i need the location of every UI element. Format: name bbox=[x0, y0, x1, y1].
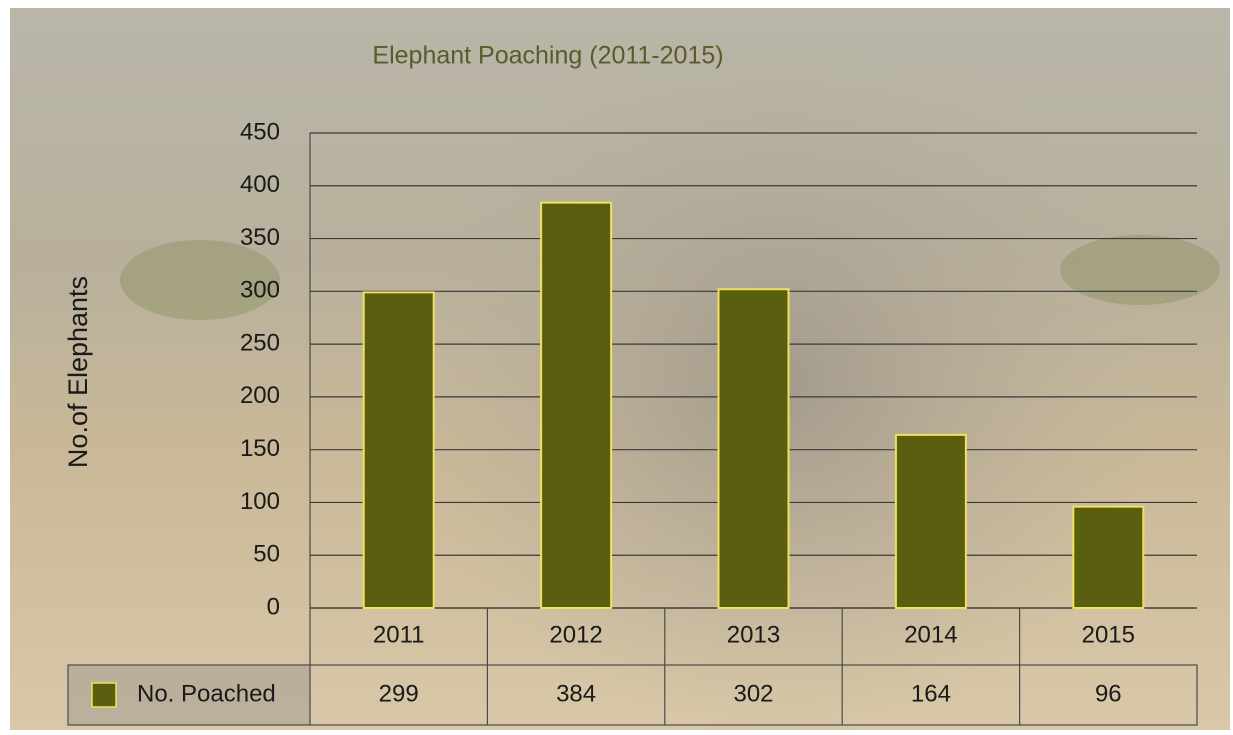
y-tick-label: 50 bbox=[253, 541, 280, 568]
y-tick-label: 0 bbox=[267, 593, 280, 620]
x-tick-label: 2013 bbox=[727, 621, 780, 648]
bar bbox=[540, 201, 613, 610]
bar bbox=[362, 291, 435, 609]
y-tick-label: 100 bbox=[240, 488, 280, 515]
y-tick-label: 200 bbox=[240, 382, 280, 409]
legend-swatch bbox=[91, 682, 117, 708]
bar bbox=[894, 433, 967, 609]
table-value: 299 bbox=[379, 680, 419, 707]
y-tick-label: 400 bbox=[240, 171, 280, 198]
y-tick-label: 450 bbox=[240, 118, 280, 145]
x-tick-label: 2015 bbox=[1082, 621, 1135, 648]
legend-label: No. Poached bbox=[137, 680, 276, 707]
y-tick-label: 300 bbox=[240, 277, 280, 304]
chart-title: Elephant Poaching (2011-2015) bbox=[372, 42, 723, 70]
bar bbox=[717, 288, 790, 609]
table-value: 96 bbox=[1095, 680, 1122, 707]
x-tick-label: 2011 bbox=[373, 621, 425, 648]
background-shape bbox=[1060, 235, 1220, 305]
x-tick-label: 2012 bbox=[549, 621, 602, 648]
x-tick-label: 2014 bbox=[904, 621, 957, 648]
y-tick-label: 250 bbox=[240, 329, 280, 356]
table-value: 384 bbox=[556, 680, 596, 707]
table-value: 302 bbox=[733, 680, 773, 707]
bar bbox=[1072, 505, 1145, 609]
y-axis-label: No.of Elephants bbox=[63, 276, 93, 468]
data-table bbox=[67, 664, 1198, 726]
background-shape bbox=[120, 240, 280, 320]
table-value: 164 bbox=[911, 680, 951, 707]
y-tick-label: 150 bbox=[240, 435, 280, 462]
y-tick-label: 350 bbox=[240, 224, 280, 251]
